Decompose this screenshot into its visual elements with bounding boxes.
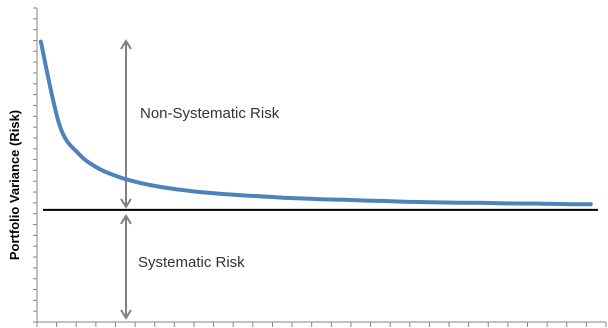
non-systematic-risk-label: Non-Systematic Risk [140,105,280,122]
data-point [323,197,327,201]
data-point [551,202,555,206]
data-point [456,201,460,205]
data-point [494,201,498,205]
data-point [266,195,270,199]
data-point [475,201,479,205]
y-ticks [33,7,37,323]
data-point [437,200,441,204]
data-point [285,196,289,200]
data-point [532,202,536,206]
data-point [58,124,62,128]
data-point [96,166,100,170]
data-point [589,202,593,206]
data-point [39,40,43,44]
data-point [304,197,308,201]
data-point [115,174,119,178]
data-point [513,202,517,206]
data-point [570,202,574,206]
x-ticks [36,322,607,327]
axes [33,7,607,327]
data-point [191,189,195,193]
data-point [153,184,157,188]
portfolio-variance-line [38,39,593,207]
data-point [209,191,213,195]
data-point [134,180,138,184]
series-points [39,40,593,207]
data-point [228,193,232,197]
y-axis-label: Portfolio Variance (Risk) [7,110,22,260]
data-point [172,187,176,191]
systematic-risk-label: Systematic Risk [138,254,245,271]
data-point [247,194,251,198]
data-point [361,199,365,203]
data-point [380,199,384,203]
data-point [77,152,81,156]
data-point [342,198,346,202]
data-point [418,200,422,204]
data-point [399,200,403,204]
